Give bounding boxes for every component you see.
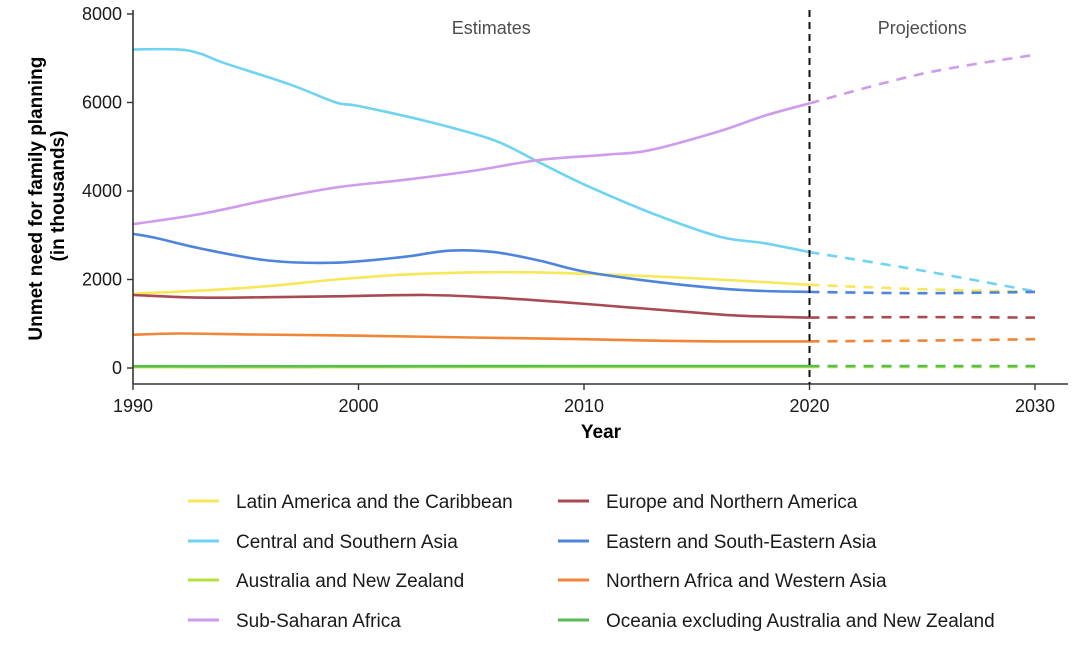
y-axis-title-line-2: (in thousands) [48, 131, 69, 262]
legend-label-central-and-southern-asia: Central and Southern Asia [236, 532, 458, 553]
y-tick-label: 6000 [82, 93, 122, 113]
series-line-latin-america-and-the-caribbean-estimates [132, 270, 810, 295]
series-line-northern-africa-and-western-asia-estimates [132, 332, 810, 343]
series-line-sub-saharan-africa-projections [809, 53, 1036, 105]
y-tick-label: 0 [112, 358, 122, 378]
series-line-central-and-southern-asia-projections [809, 250, 1036, 293]
x-tick-label: 1990 [113, 396, 153, 416]
legend-label-northern-africa-and-western-asia: Northern Africa and Western Asia [606, 571, 887, 592]
series-line-latin-america-and-the-caribbean-projections [809, 283, 1036, 294]
plot-lines [132, 47, 1036, 369]
y-tick-label: 8000 [82, 4, 122, 24]
axes [132, 10, 1068, 385]
ticks: 1990 2000 2010 2020 2030 0 2000 4000 6000 8000 [82, 4, 1055, 416]
x-tick-label: 2020 [789, 396, 829, 416]
series-line-sub-saharan-africa-estimates [132, 102, 810, 226]
legend-label-latin-america-and-the-caribbean: Latin America and the Caribbean [236, 492, 513, 513]
series-line-europe-and-northern-america-estimates [132, 293, 810, 319]
x-tick-label: 2000 [338, 396, 378, 416]
series-line-eastern-and-south-eastern-asia-estimates [132, 232, 810, 294]
series-line-central-and-southern-asia-estimates [132, 47, 810, 254]
legend: Latin America and the Caribbean Europe an… [188, 492, 995, 632]
x-tick-label: 2030 [1015, 396, 1055, 416]
legend-label-oceania-excluding-australia-and-new-zealand: Oceania excluding Australia and New Zeal… [606, 611, 995, 632]
x-tick-label: 2010 [564, 396, 604, 416]
legend-label-europe-and-northern-america: Europe and Northern America [606, 492, 858, 513]
legend-label-eastern-and-south-eastern-asia: Eastern and South-Eastern Asia [606, 532, 877, 553]
y-tick-label: 2000 [82, 270, 122, 290]
x-axis-title: Year [581, 422, 622, 443]
series-line-europe-and-northern-america-projections [809, 315, 1036, 319]
legend-label-sub-saharan-africa: Sub-Saharan Africa [236, 611, 401, 632]
y-tick-label: 4000 [82, 181, 122, 201]
series-line-eastern-and-south-eastern-asia-projections [809, 290, 1036, 295]
legend-label-australia-and-new-zealand: Australia and New Zealand [236, 571, 464, 592]
series-line-northern-africa-and-western-asia-projections [809, 337, 1036, 343]
y-axis-title: Unmet need for family planning (in thous… [26, 51, 69, 340]
projections-label: Projections [878, 18, 967, 38]
y-axis-title-line-1: Unmet need for family planning [26, 57, 47, 341]
estimates-label: Estimates [452, 18, 531, 38]
